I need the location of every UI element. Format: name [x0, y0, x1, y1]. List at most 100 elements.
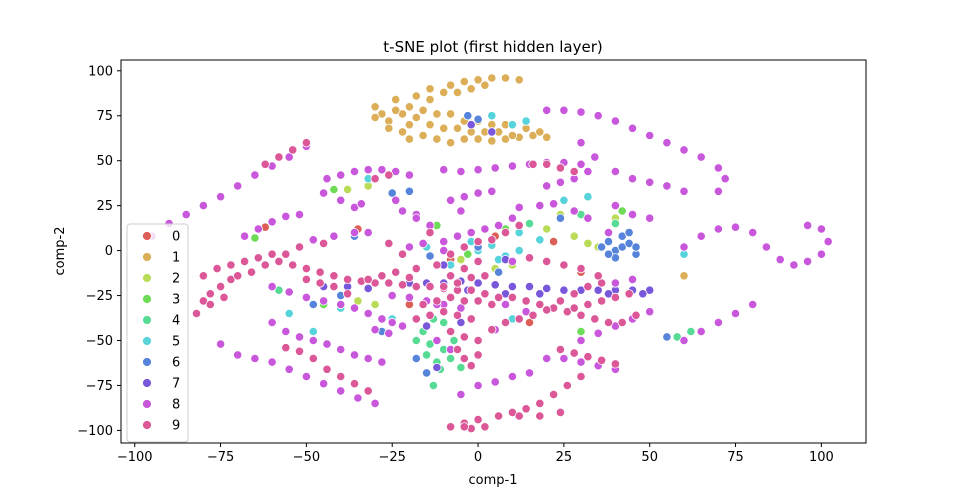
scatter-point — [216, 281, 226, 292]
scatter-point — [439, 281, 449, 292]
scatter-point — [404, 170, 414, 180]
scatter-point — [576, 263, 586, 274]
scatter-point — [216, 192, 226, 202]
scatter-point — [514, 220, 524, 230]
scatter-point — [377, 165, 387, 175]
scatter-point — [439, 123, 449, 133]
scatter-point — [439, 307, 449, 317]
scatter-point — [555, 407, 566, 417]
scatter-point — [507, 371, 518, 382]
scatter-point — [301, 138, 311, 148]
scatter-point — [713, 317, 724, 328]
scatter-point — [253, 224, 263, 234]
scatter-point — [583, 213, 593, 223]
scatter-point — [363, 228, 373, 238]
legend-label: 6 — [172, 356, 180, 371]
scatter-point — [507, 213, 518, 223]
scatter-point — [459, 242, 469, 252]
legend-label: 7 — [172, 377, 180, 392]
chart-title: t-SNE plot (first hidden layer) — [383, 38, 602, 56]
legend-label: 5 — [172, 335, 180, 350]
legend: 0 1 2 3 4 5 6 7 8 9 — [126, 223, 189, 443]
scatter-point — [205, 289, 215, 299]
scatter-point — [267, 281, 277, 292]
scatter-point — [456, 166, 466, 177]
scatter-point — [342, 274, 353, 284]
scatter-point — [411, 314, 421, 324]
scatter-point — [411, 263, 421, 274]
scatter-point — [662, 138, 672, 148]
scatter-point — [473, 75, 483, 85]
scatter-point — [281, 343, 291, 353]
x-tick-label: 25 — [556, 450, 573, 465]
scatter-point — [240, 231, 250, 241]
scatter-point — [411, 112, 421, 123]
scatter-point — [535, 411, 545, 421]
scatter-point — [425, 310, 435, 320]
scatter-point — [336, 170, 346, 180]
legend-marker — [142, 378, 152, 388]
scatter-point — [679, 335, 689, 346]
scatter-point — [411, 335, 421, 346]
scatter-point — [493, 292, 504, 302]
scatter-point — [603, 237, 614, 247]
scatter-point — [473, 350, 483, 360]
scatter-point — [253, 253, 263, 263]
scatter-point — [514, 411, 524, 421]
scatter-point — [370, 112, 380, 123]
scatter-point — [459, 77, 469, 87]
scatter-point — [473, 165, 483, 175]
scatter-point — [524, 368, 535, 378]
scatter-point — [387, 317, 397, 328]
scatter-point — [542, 132, 552, 142]
scatter-point — [421, 350, 432, 360]
x-axis-title: comp-1 — [469, 473, 518, 488]
scatter-point — [524, 219, 535, 229]
scatter-point — [411, 353, 421, 364]
scatter-point — [473, 134, 483, 144]
y-axis: −100 −75 −50 −25 0 25 50 75 100 — [77, 64, 121, 439]
scatter-point — [267, 249, 277, 259]
scatter-point — [432, 134, 442, 144]
scatter-point — [284, 364, 294, 374]
scatter-point — [391, 95, 401, 105]
scatter-point — [542, 353, 552, 364]
scatter-point — [555, 213, 566, 223]
scatter-point — [521, 296, 531, 306]
x-tick-label: 50 — [641, 450, 658, 465]
scatter-point — [627, 210, 638, 220]
scatter-point — [404, 120, 414, 130]
legend-item: 3 — [142, 293, 180, 308]
scatter-point — [610, 166, 621, 177]
scatter-point — [301, 371, 311, 382]
scatter-point — [823, 237, 833, 247]
scatter-point — [473, 188, 483, 198]
scatter-point — [456, 389, 466, 400]
scatter-point — [569, 166, 579, 177]
scatter-point — [294, 210, 305, 220]
scatter-point — [480, 271, 490, 281]
scatter-point — [569, 348, 579, 358]
scatter-point — [480, 80, 490, 90]
scatter-point — [500, 317, 511, 328]
scatter-point — [439, 165, 449, 175]
scatter-point — [610, 201, 621, 211]
scatter-point — [459, 332, 469, 342]
scatter-point — [387, 290, 397, 301]
scatter-point — [301, 263, 311, 274]
scatter-point — [439, 87, 449, 98]
scatter-point — [542, 283, 552, 293]
scatter-point — [308, 235, 318, 245]
scatter-point — [493, 267, 504, 277]
scatter-point — [610, 292, 621, 302]
scatter-point — [318, 188, 329, 198]
scatter-point — [336, 344, 346, 355]
x-tick-label: 100 — [809, 450, 834, 465]
scatter-point — [281, 326, 291, 337]
scatter-point — [535, 235, 545, 245]
scatter-point — [569, 206, 579, 216]
scatter-point — [500, 73, 511, 83]
scatter-point — [542, 105, 552, 115]
legend-item: 8 — [142, 398, 180, 413]
scatter-point — [514, 246, 524, 256]
